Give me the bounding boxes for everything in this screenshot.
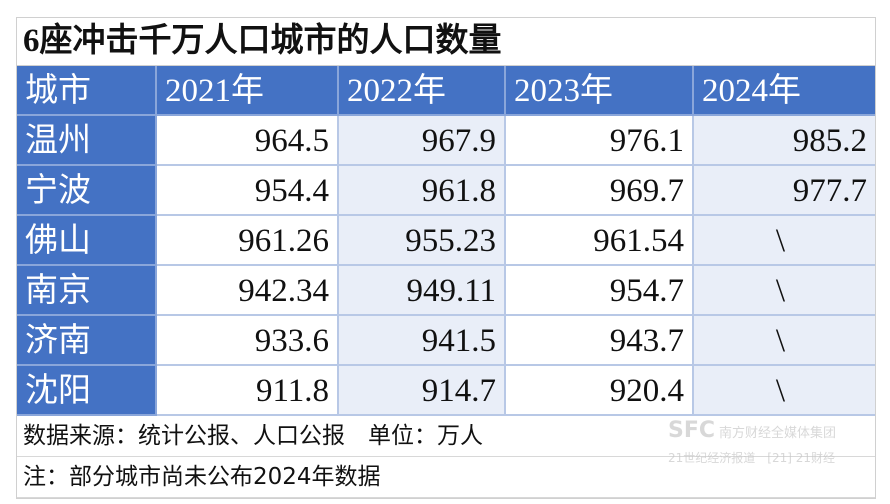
value-cell: 954.4 bbox=[157, 166, 339, 216]
value-cell: 967.9 bbox=[339, 116, 506, 166]
source-note: 数据来源：统计公报、人口公报 单位：万人 bbox=[17, 416, 875, 457]
value-cell: 942.34 bbox=[157, 266, 339, 316]
value-cell: 911.8 bbox=[157, 366, 339, 416]
table-row: 宁波 954.4 961.8 969.7 977.7 bbox=[17, 166, 875, 216]
city-cell: 南京 bbox=[17, 266, 157, 316]
value-cell: 920.4 bbox=[506, 366, 694, 416]
city-cell: 宁波 bbox=[17, 166, 157, 216]
value-cell: 985.2 bbox=[694, 116, 875, 166]
value-cell: \ bbox=[694, 216, 875, 266]
header-2022: 2022年 bbox=[339, 66, 506, 116]
city-cell: 沈阳 bbox=[17, 366, 157, 416]
header-2023: 2023年 bbox=[506, 66, 694, 116]
value-cell: 961.54 bbox=[506, 216, 694, 266]
header-row: 城市 2021年 2022年 2023年 2024年 bbox=[17, 66, 875, 116]
table-title: 6座冲击千万人口城市的人口数量 bbox=[17, 18, 875, 66]
value-cell: \ bbox=[694, 266, 875, 316]
city-cell: 济南 bbox=[17, 316, 157, 366]
value-cell: 954.7 bbox=[506, 266, 694, 316]
value-cell: 941.5 bbox=[339, 316, 506, 366]
watermark-logo: SFC 南方财经全媒体集团 21世纪经济报道 [21] 21财经 bbox=[668, 418, 837, 465]
value-cell: 914.7 bbox=[339, 366, 506, 416]
value-cell: 955.23 bbox=[339, 216, 506, 266]
value-cell: 976.1 bbox=[506, 116, 694, 166]
value-cell: 964.5 bbox=[157, 116, 339, 166]
header-2024: 2024年 bbox=[694, 66, 875, 116]
city-cell: 佛山 bbox=[17, 216, 157, 266]
table-row: 沈阳 911.8 914.7 920.4 \ bbox=[17, 366, 875, 416]
value-cell: 961.26 bbox=[157, 216, 339, 266]
value-cell: 933.6 bbox=[157, 316, 339, 366]
city-cell: 温州 bbox=[17, 116, 157, 166]
value-cell: \ bbox=[694, 316, 875, 366]
population-table: 6座冲击千万人口城市的人口数量 城市 2021年 2022年 2023年 202… bbox=[16, 17, 876, 499]
table-row: 南京 942.34 949.11 954.7 \ bbox=[17, 266, 875, 316]
table-row: 济南 933.6 941.5 943.7 \ bbox=[17, 316, 875, 366]
value-cell: 969.7 bbox=[506, 166, 694, 216]
header-2021: 2021年 bbox=[157, 66, 339, 116]
header-city: 城市 bbox=[17, 66, 157, 116]
value-cell: 949.11 bbox=[339, 266, 506, 316]
table-row: 佛山 961.26 955.23 961.54 \ bbox=[17, 216, 875, 266]
value-cell: 943.7 bbox=[506, 316, 694, 366]
value-cell: 977.7 bbox=[694, 166, 875, 216]
table-row: 温州 964.5 967.9 976.1 985.2 bbox=[17, 116, 875, 166]
value-cell: \ bbox=[694, 366, 875, 416]
footnote: 注：部分城市尚未公布2024年数据 bbox=[17, 457, 875, 498]
value-cell: 961.8 bbox=[339, 166, 506, 216]
